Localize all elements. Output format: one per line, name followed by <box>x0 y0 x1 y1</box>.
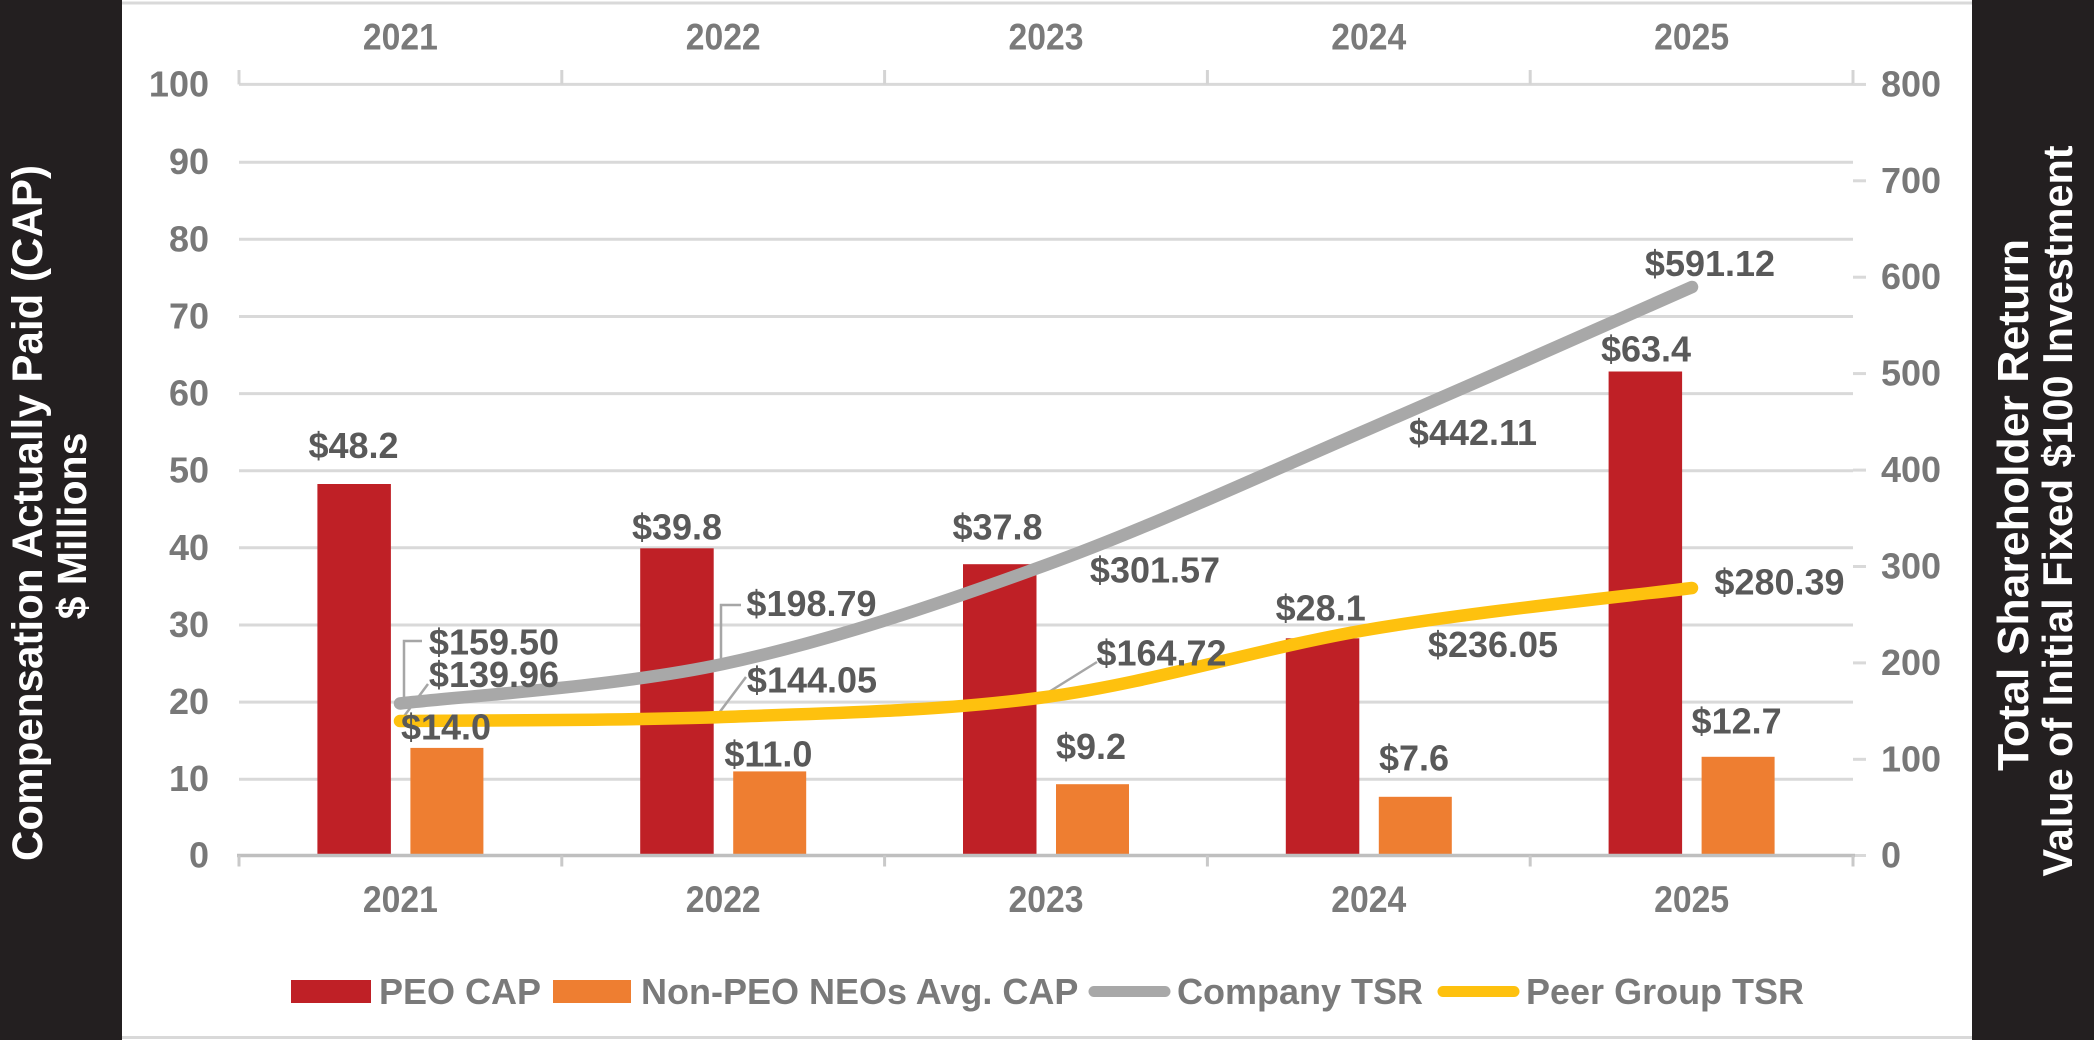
svg-text:30: 30 <box>169 604 209 645</box>
svg-text:10: 10 <box>169 758 209 799</box>
svg-text:100: 100 <box>149 63 209 104</box>
svg-text:$591.12: $591.12 <box>1645 243 1775 284</box>
svg-text:Non-PEO NEOs Avg. CAP: Non-PEO NEOs Avg. CAP <box>641 971 1078 1012</box>
svg-text:$48.2: $48.2 <box>308 425 398 466</box>
svg-text:200: 200 <box>1881 642 1941 683</box>
svg-text:2023: 2023 <box>1009 879 1084 920</box>
svg-text:$159.50: $159.50 <box>429 622 559 663</box>
svg-text:2025: 2025 <box>1654 879 1729 920</box>
svg-text:80: 80 <box>169 218 209 259</box>
svg-text:$ Millions: $ Millions <box>49 433 95 620</box>
svg-text:Company TSR: Company TSR <box>1177 971 1423 1012</box>
svg-text:600: 600 <box>1881 256 1941 297</box>
svg-text:800: 800 <box>1881 63 1941 104</box>
svg-text:100: 100 <box>1881 738 1941 779</box>
svg-text:$301.57: $301.57 <box>1090 550 1220 591</box>
svg-text:$37.8: $37.8 <box>952 507 1042 548</box>
svg-text:300: 300 <box>1881 546 1941 587</box>
svg-text:40: 40 <box>169 527 209 568</box>
svg-text:$442.11: $442.11 <box>1409 412 1537 453</box>
svg-text:70: 70 <box>169 296 209 337</box>
svg-text:0: 0 <box>1881 835 1901 876</box>
svg-text:$63.4: $63.4 <box>1601 329 1691 370</box>
svg-text:$144.05: $144.05 <box>747 660 877 701</box>
svg-text:700: 700 <box>1881 160 1941 201</box>
svg-text:2024: 2024 <box>1331 879 1406 920</box>
svg-text:Peer Group TSR: Peer Group TSR <box>1526 971 1804 1012</box>
svg-text:2023: 2023 <box>1009 17 1084 58</box>
svg-text:90: 90 <box>169 141 209 182</box>
svg-text:60: 60 <box>169 373 209 414</box>
svg-text:500: 500 <box>1881 353 1941 394</box>
svg-text:0: 0 <box>189 835 209 876</box>
svg-text:Compensation Actually Paid (CA: Compensation Actually Paid (CAP) <box>5 165 52 861</box>
svg-text:Total Shareholder Return: Total Shareholder Return <box>1989 239 2038 771</box>
svg-text:400: 400 <box>1881 449 1941 490</box>
svg-text:$198.79: $198.79 <box>746 583 876 624</box>
svg-text:Value of Initial Fixed $100 In: Value of Initial Fixed $100 Investment <box>2034 145 2081 876</box>
svg-text:PEO CAP: PEO CAP <box>379 971 541 1012</box>
svg-text:2024: 2024 <box>1331 17 1406 58</box>
svg-text:$9.2: $9.2 <box>1056 726 1126 767</box>
svg-text:2021: 2021 <box>363 17 438 58</box>
svg-text:$139.96: $139.96 <box>429 654 559 695</box>
svg-text:$39.8: $39.8 <box>632 507 722 548</box>
svg-text:$14.0: $14.0 <box>401 707 491 748</box>
svg-text:20: 20 <box>169 681 209 722</box>
svg-text:$280.39: $280.39 <box>1714 562 1844 603</box>
svg-text:2022: 2022 <box>686 17 761 58</box>
svg-text:$12.7: $12.7 <box>1692 701 1782 742</box>
svg-text:$164.72: $164.72 <box>1096 633 1226 674</box>
svg-text:$11.0: $11.0 <box>724 734 812 775</box>
svg-text:2022: 2022 <box>686 879 761 920</box>
svg-text:$28.1: $28.1 <box>1276 588 1366 629</box>
svg-text:2021: 2021 <box>363 879 438 920</box>
svg-text:$7.6: $7.6 <box>1379 738 1449 779</box>
svg-text:2025: 2025 <box>1654 17 1729 58</box>
svg-text:$236.05: $236.05 <box>1428 624 1558 665</box>
svg-text:50: 50 <box>169 450 209 491</box>
